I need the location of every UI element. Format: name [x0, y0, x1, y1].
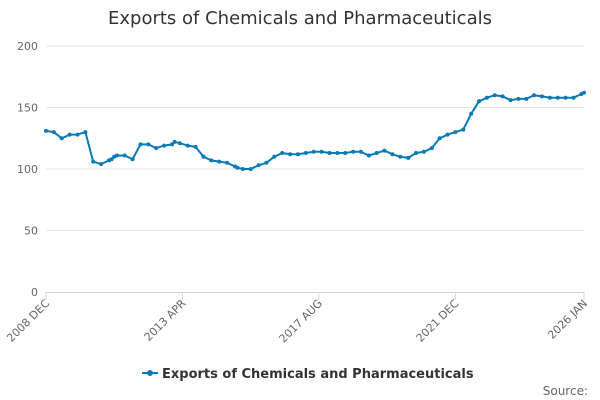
data-point[interactable] — [122, 153, 127, 158]
data-point[interactable] — [343, 151, 348, 155]
x-tick-label: 2008 DEC — [4, 297, 52, 345]
data-point[interactable] — [44, 128, 48, 133]
x-tick-label: 2013 APR — [142, 297, 189, 344]
data-point[interactable] — [99, 162, 104, 167]
data-point[interactable] — [335, 151, 340, 155]
series-group — [44, 90, 586, 171]
x-tick-label: 2026 JAN — [545, 297, 590, 342]
data-point[interactable] — [516, 96, 521, 101]
data-point[interactable] — [170, 142, 174, 147]
data-point[interactable] — [146, 142, 151, 147]
data-point[interactable] — [272, 154, 277, 159]
y-tick-label: 0 — [31, 286, 38, 299]
legend-point-marker — [147, 370, 153, 376]
data-point[interactable] — [547, 95, 552, 100]
gridlines — [46, 45, 584, 231]
data-point[interactable] — [453, 130, 458, 135]
data-point[interactable] — [421, 149, 426, 154]
data-point[interactable] — [374, 151, 379, 155]
series-line — [45, 91, 585, 170]
data-point[interactable] — [571, 95, 576, 100]
x-axis-ticks: 2008 DEC 2013 APR 2017 AUG 2021 DEC 2026 JAN — [4, 292, 590, 345]
data-point[interactable] — [154, 146, 159, 151]
legend-label: Exports of Chemicals and Pharmaceuticals — [162, 367, 474, 382]
data-point[interactable] — [540, 94, 544, 99]
data-point[interactable] — [492, 93, 497, 98]
data-point[interactable] — [109, 157, 114, 162]
y-tick-label: 100 — [17, 163, 38, 176]
y-axis-ticks: 0 50 100 150 200 — [17, 40, 38, 299]
data-point[interactable] — [225, 160, 230, 165]
data-point[interactable] — [91, 159, 96, 164]
data-point[interactable] — [59, 136, 64, 141]
data-point[interactable] — [414, 151, 418, 155]
y-tick-label: 200 — [17, 40, 38, 53]
data-point[interactable] — [303, 151, 308, 155]
y-tick-label: 150 — [17, 102, 38, 115]
data-point[interactable] — [484, 95, 489, 100]
data-point[interactable] — [429, 146, 434, 151]
data-point[interactable] — [477, 99, 481, 104]
x-tick-label: 2021 DEC — [414, 297, 462, 345]
data-point[interactable] — [114, 153, 119, 158]
data-point[interactable] — [311, 149, 316, 154]
legend[interactable]: Exports of Chemicals and Pharmaceuticals — [142, 367, 474, 382]
data-point[interactable] — [390, 152, 395, 157]
data-point[interactable] — [172, 139, 177, 144]
data-point[interactable] — [75, 132, 80, 137]
data-point[interactable] — [235, 165, 240, 170]
data-point[interactable] — [240, 167, 245, 171]
data-point[interactable] — [295, 152, 300, 157]
data-point[interactable] — [83, 130, 88, 135]
data-point[interactable] — [500, 94, 505, 99]
data-point[interactable] — [217, 159, 222, 164]
data-point[interactable] — [461, 127, 466, 132]
data-point[interactable] — [445, 132, 450, 137]
data-point[interactable] — [406, 155, 411, 160]
data-point[interactable] — [209, 158, 214, 163]
data-point[interactable] — [138, 142, 143, 147]
data-point[interactable] — [398, 154, 403, 159]
data-point[interactable] — [264, 160, 269, 165]
data-point[interactable] — [563, 95, 568, 100]
data-point[interactable] — [193, 144, 198, 149]
data-point[interactable] — [555, 95, 560, 100]
data-point[interactable] — [177, 141, 182, 146]
data-point[interactable] — [288, 152, 293, 157]
y-tick-label: 50 — [24, 225, 38, 238]
data-point[interactable] — [248, 167, 253, 171]
data-point[interactable] — [51, 130, 56, 135]
x-tick-label: 2017 AUG — [277, 297, 326, 346]
data-point[interactable] — [280, 151, 285, 155]
data-point[interactable] — [508, 98, 513, 103]
data-point[interactable] — [351, 149, 356, 154]
data-point[interactable] — [358, 149, 363, 154]
data-point[interactable] — [366, 153, 371, 158]
data-point[interactable] — [162, 143, 167, 148]
chart-title: Exports of Chemicals and Pharmaceuticals — [108, 8, 492, 29]
data-point[interactable] — [327, 151, 332, 155]
data-point[interactable] — [437, 136, 442, 141]
data-point[interactable] — [201, 154, 206, 159]
data-point[interactable] — [524, 96, 529, 101]
data-point[interactable] — [185, 143, 190, 148]
data-point[interactable] — [67, 132, 72, 137]
data-point[interactable] — [469, 111, 474, 116]
data-point[interactable] — [319, 149, 324, 154]
data-point[interactable] — [532, 93, 537, 98]
data-point[interactable] — [582, 90, 586, 95]
data-point[interactable] — [382, 148, 387, 153]
data-point[interactable] — [256, 163, 261, 168]
source-label: Source: — [543, 384, 588, 398]
data-point[interactable] — [130, 157, 135, 162]
